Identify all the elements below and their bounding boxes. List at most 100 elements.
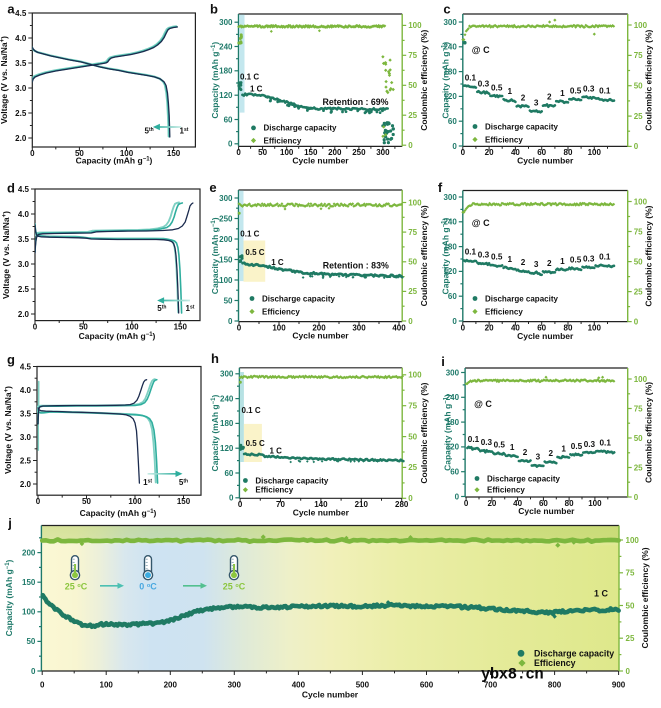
svg-text:3.5: 3.5 [20,409,32,418]
svg-text:50: 50 [408,258,417,267]
svg-text:75: 75 [408,228,417,237]
svg-text:0: 0 [238,500,243,509]
svg-text:240: 240 [219,42,233,51]
svg-text:4.5: 4.5 [18,185,30,194]
svg-text:120: 120 [220,444,234,453]
svg-text:Efficiency: Efficiency [264,136,302,145]
svg-text:180: 180 [443,242,457,251]
svg-text:j: j [7,516,12,531]
svg-text:Discharge capacity: Discharge capacity [262,294,335,303]
svg-text:280: 280 [395,500,409,509]
svg-text:1: 1 [508,87,513,96]
svg-text:3: 3 [534,98,539,107]
svg-text:300: 300 [228,681,242,690]
svg-text:100: 100 [272,323,286,332]
svg-text:0: 0 [228,317,233,326]
svg-text:300: 300 [219,18,233,27]
svg-text:@ C: @ C [472,218,490,228]
svg-text:Voltage (V vs. Na/Na+): Voltage (V vs. Na/Na+) [3,386,13,474]
svg-text:60: 60 [537,323,546,332]
svg-text:300: 300 [376,148,390,157]
svg-text:75: 75 [408,402,417,411]
svg-text:20: 20 [487,499,496,508]
svg-text:180: 180 [220,419,234,428]
svg-text:Discharge capacity: Discharge capacity [487,474,560,483]
svg-text:Retention : 69%: Retention : 69% [323,97,389,107]
svg-text:800: 800 [548,681,562,690]
svg-text:600: 600 [420,681,434,690]
svg-text:180: 180 [219,67,233,76]
svg-text:1 C: 1 C [250,85,263,94]
svg-text:2.5: 2.5 [20,456,32,465]
svg-text:70: 70 [276,500,285,509]
svg-text:Coulombic efficiency (%): Coulombic efficiency (%) [419,29,429,130]
svg-text:Discharge capacity: Discharge capacity [485,122,558,131]
svg-text:100: 100 [634,21,648,30]
svg-text:100: 100 [408,198,422,207]
svg-text:4.0: 4.0 [15,34,27,43]
svg-text:80: 80 [564,323,573,332]
svg-text:2: 2 [549,449,554,458]
svg-text:h: h [211,351,219,366]
svg-text:3: 3 [534,260,539,269]
svg-text:240: 240 [443,218,457,227]
svg-text:25: 25 [634,463,643,472]
svg-text:100: 100 [634,197,648,206]
svg-text:Efficiency: Efficiency [485,135,523,144]
svg-text:0.5 C: 0.5 C [245,248,264,257]
svg-text:100: 100 [626,536,640,545]
svg-text:100: 100 [634,375,648,384]
svg-text:0.1: 0.1 [600,439,612,448]
svg-text:400: 400 [392,323,406,332]
svg-text:4.0: 4.0 [18,210,30,219]
svg-text:150: 150 [304,148,318,157]
svg-text:25: 25 [634,112,643,121]
svg-text:0: 0 [31,667,36,676]
svg-text:50: 50 [408,432,417,441]
svg-text:Cycle number: Cycle number [517,156,574,166]
svg-text:2: 2 [547,259,552,268]
svg-text:Capacity (mAh g−1): Capacity (mAh g−1) [76,156,153,166]
svg-text:50: 50 [75,149,84,158]
svg-text:150: 150 [219,255,233,264]
svg-text:1: 1 [510,443,515,452]
svg-text:25: 25 [408,111,417,120]
svg-text:75: 75 [634,227,643,236]
svg-text:120: 120 [219,91,233,100]
svg-text:Discharge capacity: Discharge capacity [255,476,328,485]
svg-text:0: 0 [228,140,233,149]
svg-text:0.1 C: 0.1 C [240,73,259,82]
svg-text:200: 200 [22,548,36,557]
svg-text:0.1: 0.1 [468,435,480,444]
svg-text:200: 200 [219,235,233,244]
svg-text:a: a [7,2,15,17]
svg-text:0.1 C: 0.1 C [240,230,259,239]
svg-text:Capacity (mAh g−1): Capacity (mAh g−1) [80,508,157,518]
svg-text:50: 50 [82,497,91,506]
svg-text:0: 0 [461,148,466,157]
svg-text:Cycle number: Cycle number [292,331,349,341]
svg-text:150: 150 [177,497,191,506]
svg-text:0.3: 0.3 [583,84,595,93]
svg-text:150: 150 [167,149,181,158]
svg-text:240: 240 [443,43,457,52]
svg-text:60: 60 [224,115,233,124]
svg-text:100: 100 [128,497,142,506]
svg-text:i: i [441,354,445,369]
svg-text:75: 75 [634,404,643,413]
svg-text:0: 0 [461,323,466,332]
svg-text:3.0: 3.0 [20,433,32,442]
svg-text:0.5: 0.5 [494,441,506,450]
svg-text:60: 60 [448,117,457,126]
svg-text:25 oC: 25 oC [223,582,246,592]
svg-text:0: 0 [40,681,45,690]
svg-text:Coulombic efficiency (%): Coulombic efficiency (%) [644,205,654,306]
svg-text:50: 50 [79,322,88,331]
svg-text:Capacity (mAh g−1): Capacity (mAh g−1) [440,42,450,119]
svg-text:Coulombic efficiency (%): Coulombic efficiency (%) [644,29,654,130]
svg-text:3.5: 3.5 [15,59,27,68]
svg-text:80: 80 [565,499,574,508]
svg-text:0: 0 [455,492,460,501]
svg-text:Capacity (mAh g−1): Capacity (mAh g−1) [210,42,220,119]
svg-text:0: 0 [634,142,639,151]
